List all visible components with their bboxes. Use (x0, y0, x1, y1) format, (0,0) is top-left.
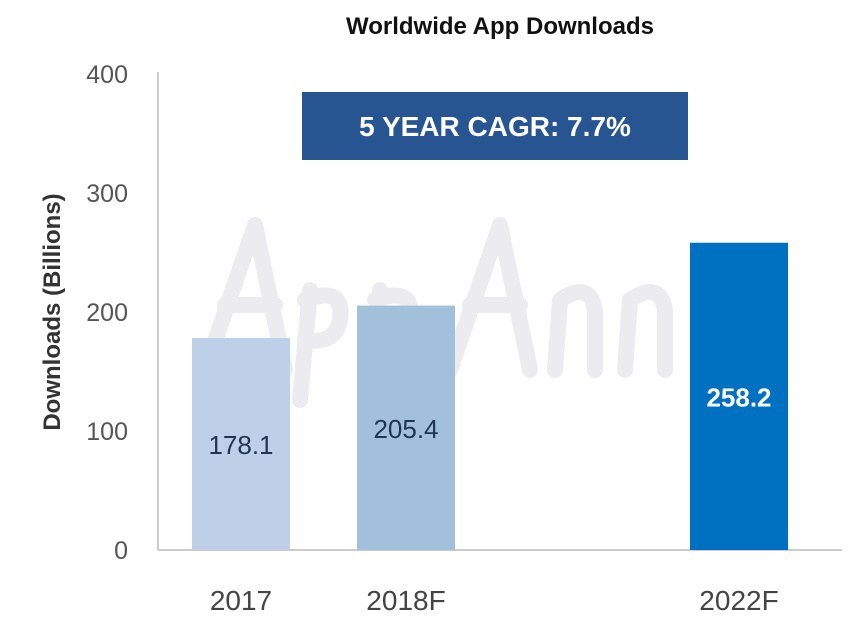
y-axis-label: Downloads (Billions) (39, 193, 66, 430)
y-tick-label: 100 (86, 418, 128, 446)
data-label: 178.1 (208, 430, 273, 460)
data-label: 205.4 (373, 414, 438, 444)
x-tick-label: 2022F (699, 585, 778, 616)
y-tick-label: 0 (114, 537, 128, 565)
bar-2018F (357, 305, 455, 550)
y-tick-label: 200 (86, 299, 128, 327)
chart-title: Worldwide App Downloads (346, 13, 654, 40)
y-tick-label: 400 (86, 61, 128, 89)
x-tick-label: 2017 (210, 585, 272, 616)
cagr-annotation-box (302, 92, 688, 160)
x-tick-label: 2018F (366, 585, 445, 616)
bar-2017 (192, 338, 290, 550)
data-label: 258.2 (706, 382, 771, 412)
bar-2022F (690, 242, 788, 550)
cagr-annotation: 5 YEAR CAGR: 7.7% (359, 111, 631, 142)
watermark-logo (197, 217, 783, 408)
y-tick-label: 300 (86, 180, 128, 208)
